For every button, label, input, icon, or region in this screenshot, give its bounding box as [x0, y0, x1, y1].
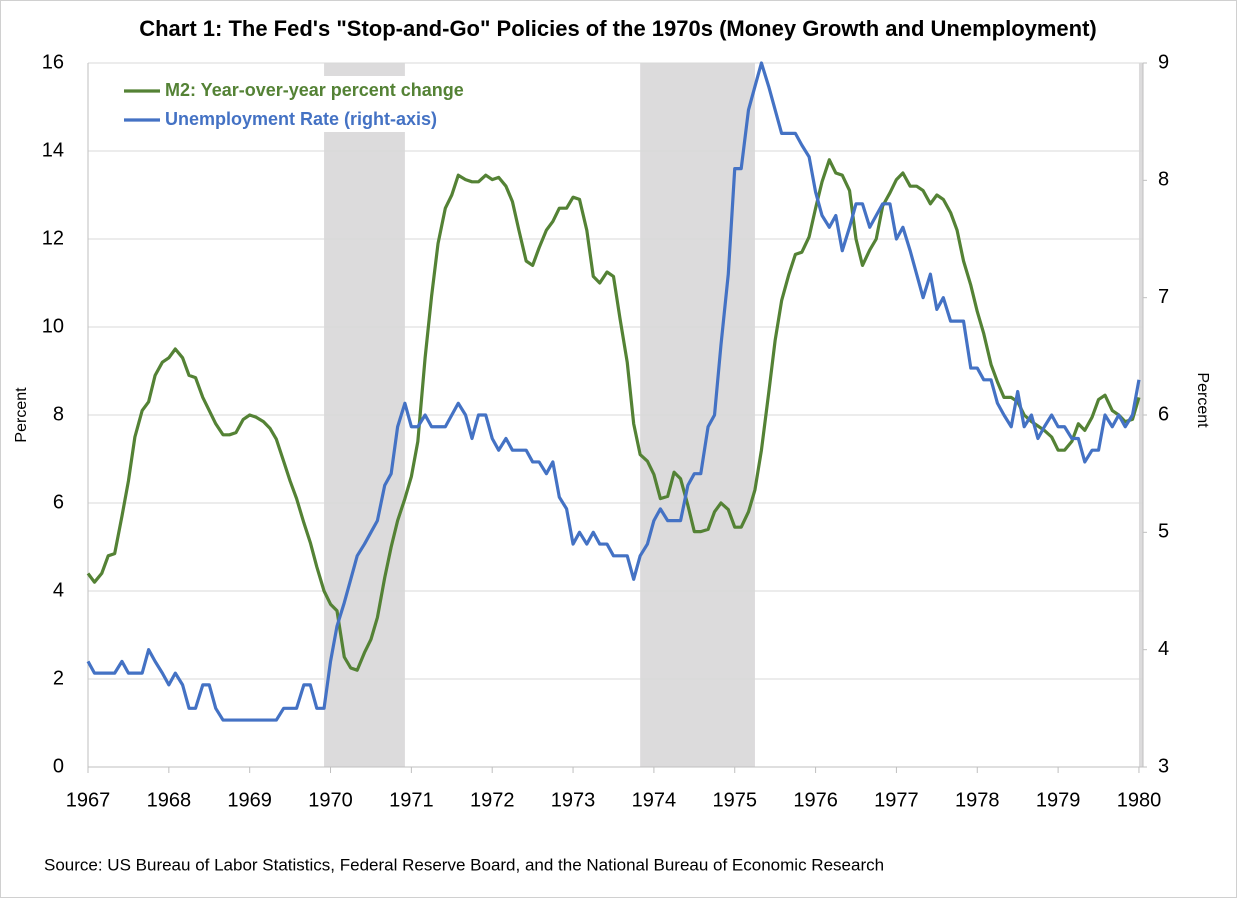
y2-tick-label: 9 — [1158, 51, 1169, 73]
x-tick-label: 1976 — [793, 789, 838, 811]
y2-tick-label: 7 — [1158, 286, 1169, 308]
series-line — [86, 61, 1141, 722]
x-tick-label: 1968 — [147, 789, 192, 811]
x-tick-label: 1980 — [1117, 789, 1162, 811]
y2-tick-label: 5 — [1158, 521, 1169, 543]
x-tick-label: 1969 — [227, 789, 272, 811]
y2-tick-label: 8 — [1158, 169, 1169, 191]
y-axis-label: Percent — [13, 387, 30, 443]
y2-tick-label: 3 — [1158, 755, 1169, 777]
y-tick-label: 14 — [42, 139, 64, 161]
x-tick-label: 1972 — [470, 789, 515, 811]
series-line — [86, 158, 1141, 672]
y-tick-label: 8 — [53, 403, 64, 425]
y-tick-label: 16 — [42, 51, 64, 73]
legend-background — [118, 76, 490, 132]
legend-label: M2: Year-over-year percent change — [165, 80, 464, 100]
legend-label: Unemployment Rate (right-axis) — [165, 109, 437, 129]
y2-axis-label: Percent — [1194, 372, 1211, 428]
y2-tick-label: 4 — [1158, 638, 1169, 660]
y-tick-label: 2 — [53, 667, 64, 689]
x-tick-label: 1974 — [632, 789, 677, 811]
y-tick-label: 10 — [42, 315, 64, 337]
y-tick-label: 4 — [53, 579, 64, 601]
x-tick-label: 1978 — [955, 789, 1000, 811]
y-tick-label: 6 — [53, 491, 64, 513]
x-tick-label: 1975 — [712, 789, 757, 811]
x-tick-label: 1977 — [874, 789, 919, 811]
chart-title: Chart 1: The Fed's "Stop-and-Go" Policie… — [139, 16, 1097, 41]
y-tick-label: 12 — [42, 227, 64, 249]
x-tick-label: 1967 — [66, 789, 111, 811]
x-tick-label: 1971 — [389, 789, 434, 811]
x-tick-label: 1979 — [1036, 789, 1081, 811]
source-note: Source: US Bureau of Labor Statistics, F… — [44, 855, 884, 874]
y-tick-label: 0 — [53, 755, 64, 777]
y2-tick-label: 6 — [1158, 403, 1169, 425]
x-tick-label: 1970 — [308, 789, 353, 811]
x-tick-label: 1973 — [551, 789, 596, 811]
